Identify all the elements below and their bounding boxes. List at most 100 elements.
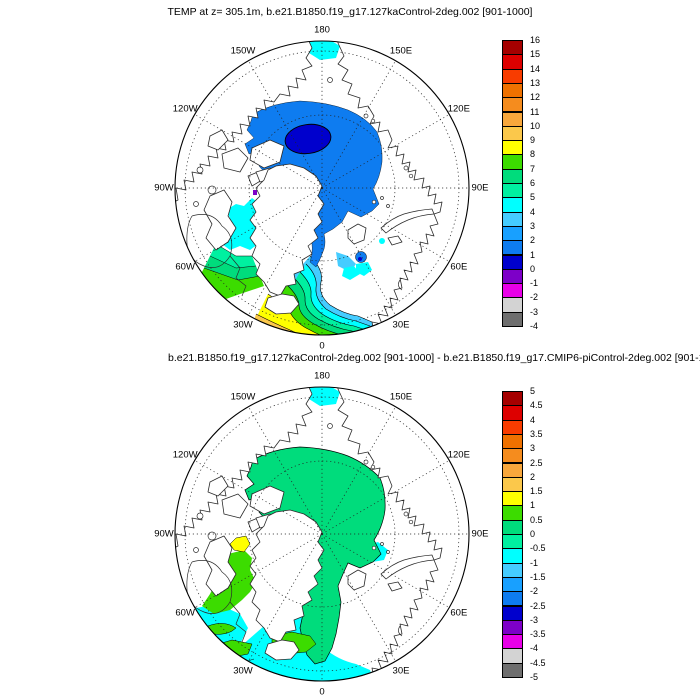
polar-map-temp: 180 150E 120E 90E 60E 30E 0 30W 60W 90W 120W 150W: [154, 25, 488, 352]
colorbar-tick-label: 4: [530, 206, 536, 217]
franz-josef-land: [386, 204, 390, 208]
severnaya-zemlya: [408, 173, 414, 179]
meridian-label: 150E: [390, 46, 412, 57]
colorbar-tick-label: 2.5: [530, 457, 543, 468]
svalbard: [347, 223, 367, 245]
colorbar-tick-label: -1: [530, 557, 539, 568]
colorbar-cell: [502, 619, 523, 636]
new-siberian-island: [370, 118, 376, 124]
banks-island: [207, 129, 229, 151]
colorbar-cell: [502, 433, 523, 450]
colorbar-cell: [502, 254, 523, 270]
colorbar-cell: [502, 54, 523, 70]
barents-spot: [355, 251, 367, 263]
meridian-gridline: [194, 460, 323, 535]
labrador-coast: [229, 255, 247, 297]
colorbar-tick-label: -4: [530, 643, 539, 654]
meridian-label: 90E: [472, 529, 489, 540]
colorbar-tick-label: 1: [530, 500, 536, 511]
colorbar-cell: [502, 419, 523, 435]
meridian-label: 120E: [448, 450, 470, 461]
lake: [196, 512, 204, 520]
colorbar-cell: [502, 68, 523, 84]
colorbar-diff: 5 4.5 4 3.5 3 2.5 2 1.5 1 0.5 0 -0.5 -1 -1.5 -2 -2.5 -3 -…: [502, 386, 562, 691]
colorbar-tick-label: -3.5: [530, 629, 546, 640]
ellesmere-island: [249, 139, 285, 169]
colorbar-cell: [502, 154, 523, 170]
colorbar-cell: [502, 448, 523, 464]
colorbar-tick-label: 2: [530, 235, 536, 246]
colorbar-cell: [502, 534, 523, 550]
meridian-label: 60W: [175, 608, 195, 619]
colorbar-tick-label: 2: [530, 471, 536, 482]
meridian-gridline: [194, 187, 323, 262]
colorbar-cell: [502, 311, 523, 327]
ellesmere-island: [249, 485, 285, 515]
colorbar-cell: [502, 505, 523, 521]
colorbar-tick-label: 4.5: [530, 400, 543, 411]
colorbar-cell: [502, 140, 523, 156]
iceland: [264, 293, 300, 315]
colorbar-tick-label: 6: [530, 178, 536, 188]
meridian-gridline: [248, 60, 323, 189]
contour-line: [299, 271, 367, 331]
meridian-label: 150W: [231, 46, 256, 57]
contour-line: [293, 277, 363, 335]
sst-band: [230, 294, 358, 335]
colorbar-tick-label: -5: [530, 672, 539, 682]
cold-pixel-north-baffin: [253, 190, 257, 195]
severnaya-zemlya: [403, 165, 409, 171]
meridian-gridline: [321, 187, 450, 262]
lake: [193, 201, 199, 207]
colorbar-cell: [502, 648, 523, 664]
colorbar-temp: 16 15 14 13 12 11 10 9 8 7 6 5 4 3 2 1 0 -1 -2 -3 -4: [502, 35, 562, 340]
colorbar-tick-label: 7: [530, 163, 536, 174]
colorbar-tick-label: 16: [530, 35, 541, 45]
meridian-gridline: [321, 533, 396, 662]
colorbar-tick-label: 10: [530, 120, 541, 131]
greenland: [249, 509, 325, 643]
barents-region: [342, 266, 360, 280]
colorbar-tick-label: -3: [530, 306, 539, 317]
meridian-gridline: [321, 460, 450, 535]
bering-strait-region: [308, 387, 340, 406]
kara-sea-spot: [379, 238, 385, 244]
sst-band: [210, 244, 256, 268]
svalbard: [347, 569, 367, 591]
meridian-gridline: [194, 533, 323, 608]
meridian-label: 150E: [390, 392, 412, 403]
contour-line: [209, 255, 257, 269]
meridian-gridline: [321, 187, 396, 316]
meridian-label: 120E: [448, 104, 470, 115]
greenland: [249, 163, 325, 297]
colorbar-tick-label: 14: [530, 63, 541, 74]
meridian-label: 60E: [450, 608, 467, 619]
colorbar-cell: [502, 519, 523, 535]
colorbar-tick-label: 3: [530, 220, 536, 231]
lake: [193, 547, 199, 553]
meridian-label: 180: [314, 371, 330, 382]
lake: [207, 531, 217, 541]
map-border-circle: [174, 386, 470, 682]
colorbar-tick-label: 3.5: [530, 428, 543, 439]
franz-josef-land: [380, 542, 384, 546]
lake: [207, 185, 217, 195]
meridian-label: 30W: [233, 665, 253, 676]
meridian-gridline: [321, 60, 396, 189]
franz-josef-land: [386, 550, 390, 554]
meridian-label: 60W: [175, 262, 195, 273]
new-siberian-island: [363, 113, 369, 119]
colorbar-tick-label: 0.5: [530, 514, 543, 525]
colorbar-cell: [502, 40, 523, 56]
colorbar-tick-label: 0: [530, 263, 536, 274]
polar-map-diff: 180 150E 120E 90E 60E 30E 0 30W 60W 90W 120W 150W: [154, 371, 489, 698]
victoria-island: [221, 147, 249, 173]
colorbar-cell: [502, 391, 523, 407]
wrangel-island: [327, 77, 333, 83]
colorbar-cell: [502, 82, 523, 99]
colorbar-tick-label: -1: [530, 278, 539, 289]
figure2-title: b.e21.B1850.f19_g17.127kaControl-2deg.00…: [168, 352, 700, 364]
meridian-label: 150W: [231, 392, 256, 403]
colorbar-cell: [502, 240, 523, 256]
